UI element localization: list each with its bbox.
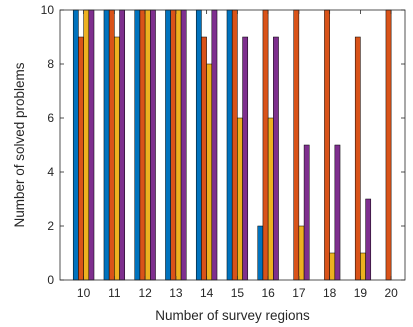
bar-s1-15 xyxy=(226,9,233,281)
bar-s3-13 xyxy=(175,9,182,281)
y-tick-label: 10 xyxy=(41,3,55,17)
x-tick-label: 16 xyxy=(261,286,275,300)
axes-box xyxy=(59,9,406,281)
x-tick-label: 18 xyxy=(323,286,337,300)
bar-s2-14 xyxy=(201,36,207,281)
bar-s1-11 xyxy=(103,9,110,281)
x-tick-label: 10 xyxy=(77,286,91,300)
y-axis-label: Number of solved problems xyxy=(12,62,27,227)
bar-s3-14 xyxy=(206,63,213,281)
bar-s1-12 xyxy=(134,9,141,281)
bar-s2-10 xyxy=(78,36,84,281)
x-tick-label: 11 xyxy=(108,286,121,300)
bar-s3-12 xyxy=(144,9,151,281)
bar-s1-14 xyxy=(195,9,202,281)
bar-s4-12 xyxy=(150,9,156,281)
bar-s1-10 xyxy=(72,9,79,281)
x-tick-label: 19 xyxy=(354,286,368,300)
bar-s2-16 xyxy=(262,9,269,281)
bar-s3-17 xyxy=(298,225,305,281)
bar-s2-13 xyxy=(170,9,177,281)
bar-s3-10 xyxy=(83,9,90,281)
bar-s3-19 xyxy=(360,252,366,281)
y-tick-label: 6 xyxy=(47,111,54,125)
y-tick-label: 0 xyxy=(47,273,54,287)
bar-s4-10 xyxy=(88,9,95,281)
bar-s4-11 xyxy=(119,9,126,281)
x-tick-label: 13 xyxy=(169,286,183,300)
y-tick-label: 8 xyxy=(47,57,54,71)
bar-s4-15 xyxy=(242,36,249,281)
bar-s2-20 xyxy=(385,9,392,281)
y-tick-label: 2 xyxy=(47,219,54,233)
bar-s4-17 xyxy=(303,144,310,281)
x-tick-label: 12 xyxy=(138,286,152,300)
x-tick-label: 20 xyxy=(384,286,398,300)
bar-s2-11 xyxy=(108,9,115,281)
bar-s3-11 xyxy=(114,36,120,281)
bar-s4-16 xyxy=(273,36,279,281)
bar-s3-16 xyxy=(267,117,274,281)
bar-s3-18 xyxy=(329,252,336,281)
bar-s2-15 xyxy=(231,9,238,281)
bar-s2-17 xyxy=(293,9,300,281)
bar-s4-13 xyxy=(180,9,187,281)
y-tick-label: 4 xyxy=(47,165,54,179)
x-tick-label: 15 xyxy=(231,286,245,300)
bar-s2-18 xyxy=(324,9,330,281)
bar-s4-18 xyxy=(334,144,341,281)
bar-s1-13 xyxy=(165,9,171,281)
bar-s4-19 xyxy=(365,198,372,281)
bar-s3-15 xyxy=(237,117,243,281)
x-axis-label: Number of survey regions xyxy=(155,308,310,323)
bar-s4-14 xyxy=(211,9,218,281)
x-tick-label: 14 xyxy=(200,286,214,300)
axes-layer: 0 2 4 6 8 10 10 11 12 13 14 15 16 17 18 19 20 xyxy=(41,3,406,300)
bar-s1-16 xyxy=(257,225,264,281)
x-tick-label: 17 xyxy=(292,286,306,300)
bar-s2-12 xyxy=(139,9,146,281)
bar-s2-19 xyxy=(354,36,361,281)
